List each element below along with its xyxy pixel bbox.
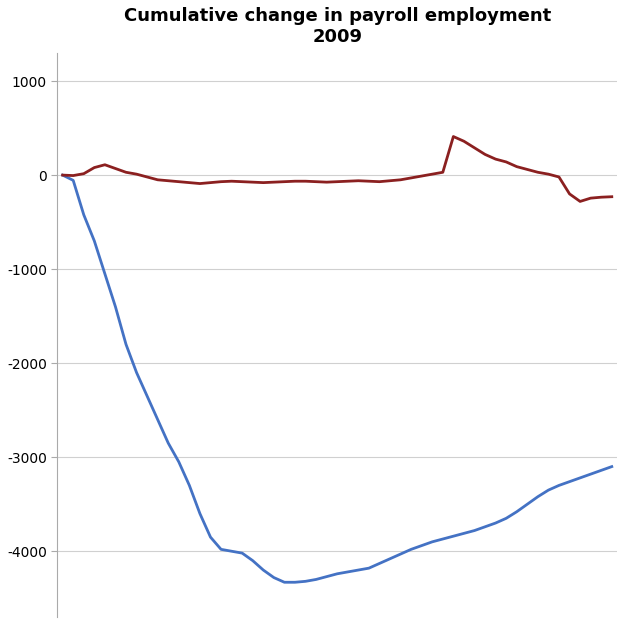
Title: Cumulative change in payroll employment
2009: Cumulative change in payroll employment … <box>124 7 551 46</box>
